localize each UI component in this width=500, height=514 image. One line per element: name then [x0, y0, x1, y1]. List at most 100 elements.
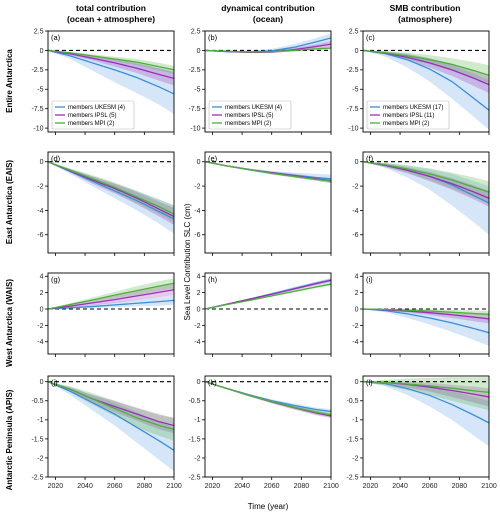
panel-c-ytick-label: 2.5: [349, 28, 359, 35]
panel-j-line-mpi: [48, 381, 174, 430]
panel-c-legend-box: [366, 100, 450, 130]
panel-f-ytick-label: -4: [352, 208, 358, 215]
panel-c-band-ukesm: [363, 50, 489, 130]
panel-l-ytick-label: -2.5: [346, 474, 358, 481]
panel-d-ytick-label: 0: [40, 159, 44, 166]
panel-f-line-mpi: [363, 161, 489, 193]
panel-l-band-ukesm: [363, 381, 489, 447]
panel-i-letter: (i): [366, 275, 373, 284]
panel-i-band-ukesm: [363, 309, 489, 346]
panel-a-ytick-label: -5: [37, 87, 43, 94]
panel-a-line-mpi: [48, 49, 174, 71]
panel-e-letter: (e): [208, 154, 218, 163]
panel-c-ytick-label: -5: [352, 87, 358, 94]
panel-l-line-ukesm: [363, 381, 489, 424]
panel-a-legend-box: [51, 100, 135, 130]
panel-a-band-ukesm: [48, 50, 174, 115]
panel-l-xtick-label: 2060: [422, 483, 438, 490]
panel-g-plot-area: [48, 278, 174, 310]
panel-b-ytick-label: 2.5: [191, 28, 201, 35]
panel-c-ytick-label: -10: [348, 126, 358, 133]
panel-k-letter: (k): [208, 378, 217, 387]
panel-k-line-mpi: [205, 381, 331, 416]
panel-k-ytick-label: -1.5: [188, 436, 200, 443]
panel-f: -6 -4 -2 0 (f): [352, 151, 490, 256]
panel-i: -4 -2 0 2 4 (i): [352, 272, 490, 357]
panel-l-xtick-label: 2020: [363, 483, 379, 490]
panel-j-band-mpi: [48, 381, 174, 441]
panel-g-ytick-label: 2: [40, 290, 44, 297]
panel-e-ytick-label: -4: [194, 208, 200, 215]
panel-d-plot-area: [48, 161, 174, 234]
panel-i-line-ukesm: [363, 308, 489, 334]
panel-c-line-mpi: [363, 49, 489, 76]
column-title-2-line-1: dynamical contribution: [221, 3, 315, 13]
panel-l-ytick-label: 0: [355, 379, 359, 386]
panel-k-xtick-label: 2040: [234, 483, 250, 490]
panel-l-ytick-label: -2: [352, 455, 358, 462]
panel-a-line-ipsl: [48, 49, 174, 80]
panel-f-plot-area: [363, 161, 489, 235]
panel-j-ytick-label: -1.5: [31, 436, 43, 443]
panel-d-band-ukesm: [48, 161, 174, 234]
panel-d-frame: [47, 151, 175, 254]
panel-j-xtick-label: 2060: [107, 483, 123, 490]
column-title-3-line-2: (atmosphere): [398, 14, 452, 24]
panel-j-xtick-label: 2040: [77, 483, 93, 490]
panel-a-band-ipsl: [48, 50, 174, 86]
panel-g-band-ipsl: [48, 284, 174, 309]
panel-j-letter: (j): [51, 378, 58, 387]
row-title-4: Antarctic Peninsula (APIS): [5, 389, 14, 490]
x-axis-label: Time (year): [248, 502, 289, 511]
column-title-3-line-1: SMB contribution: [390, 3, 461, 13]
panel-d-ytick-label: -4: [37, 208, 43, 215]
panel-f-band-ukesm: [363, 161, 489, 235]
panel-c-letter: (c): [366, 33, 375, 42]
panel-d-line-mpi: [48, 161, 174, 215]
panel-g-ytick-label: -2: [37, 323, 43, 330]
panel-h-band-ipsl: [205, 278, 331, 309]
panel-l-ytick-label: -1: [352, 417, 358, 424]
panel-a: -10-7.5-5-2.502.5(a)members UKESM (4)mem…: [31, 28, 175, 135]
panel-k-xtick-label: 2020: [205, 483, 221, 490]
panel-f-ytick-label: 0: [355, 159, 359, 166]
panel-e-ytick-label: 0: [197, 159, 201, 166]
panel-e-ytick-label: -6: [194, 232, 200, 239]
panel-j: -2.5 -2 -1.5 -1 -0.5 0 2020 2040 2060 2080 2100 (j): [31, 375, 182, 490]
panel-k-ytick-label: -1: [194, 417, 200, 424]
panel-e-ytick-label: -2: [194, 183, 200, 190]
panel-g-band-ukesm: [48, 295, 174, 309]
panel-f-ytick-label: -2: [352, 183, 358, 190]
panel-c-legend-label-ukesm: members UKESM (17): [383, 105, 443, 111]
panel-b-legend-label-mpi: members MPI (2): [225, 121, 271, 127]
panel-k-xtick-label: 2060: [264, 483, 280, 490]
panel-g-frame: [47, 272, 175, 355]
panel-i-ytick-label: 2: [355, 290, 359, 297]
panel-c-legend: members UKESM (17) members IPSL (11) membe…: [366, 100, 450, 130]
panel-k-ytick-label: 0: [197, 379, 201, 386]
panel-b-ytick-label: -7.5: [188, 106, 200, 113]
panel-h-frame: [204, 272, 332, 355]
panel-l-xtick-label: 2100: [481, 483, 497, 490]
panel-d-letter: (d): [51, 154, 61, 163]
panel-k: -2.5 -2 -1.5 -1 -0.5 0 2020 2040 2060 2080 2100 (k): [188, 375, 339, 490]
panel-c-legend-label-mpi: members MPI (2): [383, 121, 429, 127]
row-title-1: Entire Antarctica: [5, 49, 14, 113]
panel-l-letter: (l): [366, 378, 373, 387]
panel-l-plot-area: [363, 377, 489, 447]
panel-l-ytick-label: -0.5: [346, 398, 358, 405]
panel-c: -10-7.5-5-2.502.5(c)members UKESM (17)me…: [346, 28, 490, 135]
panel-a-line-ukesm: [48, 49, 174, 95]
panel-h-plot-area: [205, 277, 331, 310]
panel-e-line-mpi: [205, 161, 331, 182]
panel-i-band-mpi: [363, 308, 489, 318]
panel-h-letter: (h): [208, 275, 218, 284]
panel-j-ytick-label: 0: [40, 379, 44, 386]
panel-k-plot-area: [205, 381, 331, 419]
panel-b-line-mpi: [205, 47, 331, 53]
panel-i-ytick-label: 4: [355, 274, 359, 281]
panel-g-line-ukesm: [48, 299, 174, 310]
panel-b-ytick-label: -10: [190, 126, 200, 133]
panel-j-xtick-label: 2020: [48, 483, 64, 490]
panel-a-ytick-label: 2.5: [34, 28, 44, 35]
